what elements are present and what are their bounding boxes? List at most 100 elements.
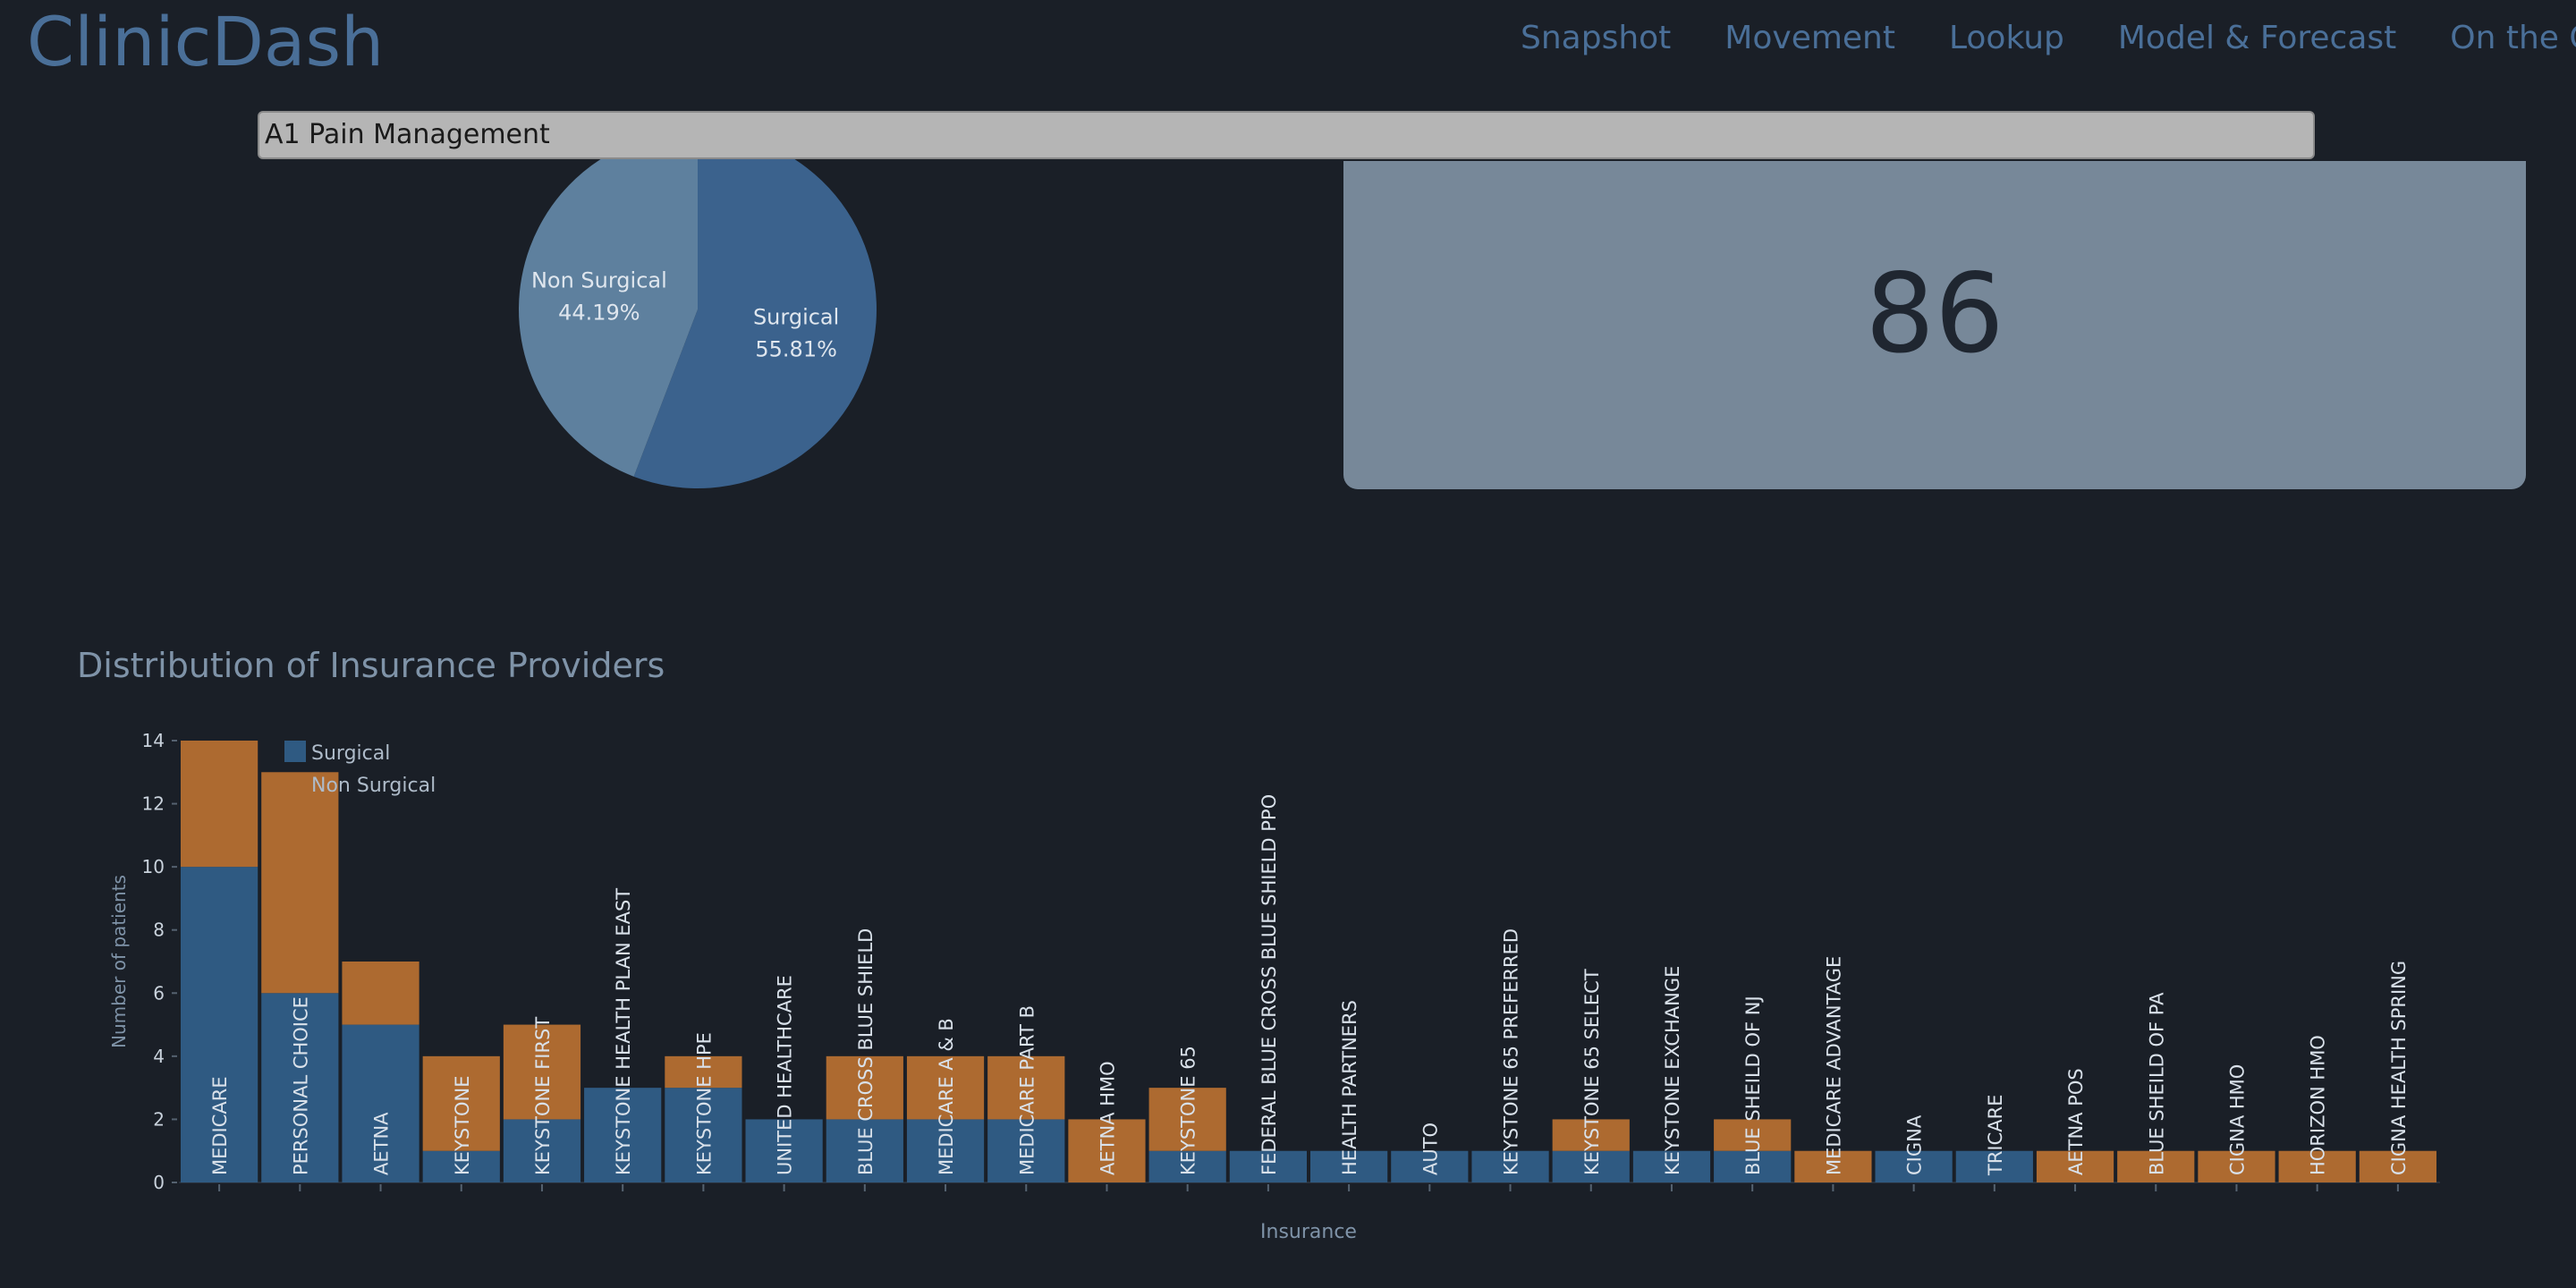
bar-surgical-personal-choice[interactable] bbox=[261, 993, 339, 1182]
bar-surgical-aetna[interactable] bbox=[342, 1024, 419, 1182]
category-label-aetna-hmo: AETNA HMO bbox=[1097, 1061, 1118, 1175]
patient-count-card: 86 bbox=[1343, 161, 2526, 489]
category-label-auto: AUTO bbox=[1419, 1123, 1441, 1175]
category-label-cigna-hmo: CIGNA HMO bbox=[2226, 1064, 2248, 1175]
bar-non-surgical-keystone[interactable] bbox=[422, 1055, 500, 1151]
bar-surgical-keystone-first[interactable] bbox=[503, 1119, 581, 1182]
bar-non-surgical-blue-cross-blue-shield[interactable] bbox=[826, 1055, 903, 1120]
category-label-keystone-hpe: KEYSTONE HPE bbox=[693, 1032, 715, 1175]
category-label-federal-blue-cross-blue-shield-ppo: FEDERAL BLUE CROSS BLUE SHIELD PPO bbox=[1258, 794, 1280, 1175]
category-label-keystone-health-plan-east: KEYSTONE HEALTH PLAN EAST bbox=[613, 888, 634, 1175]
insurance-bar-chart: 0 2 4 6 8 10 12 14 Number of patients Insurance ME… bbox=[108, 730, 2440, 1243]
legend-label-surgical[interactable]: Surgical bbox=[311, 742, 390, 765]
y-tick-label: 8 bbox=[153, 919, 165, 941]
patient-count-value: 86 bbox=[1865, 250, 2004, 377]
bar-surgical-keystone-exchange[interactable] bbox=[1632, 1150, 1711, 1182]
bar-surgical-health-partners[interactable] bbox=[1310, 1150, 1388, 1182]
bar-non-surgical-keystone-65[interactable] bbox=[1148, 1088, 1226, 1151]
y-tick-label: 2 bbox=[153, 1108, 165, 1130]
bar-non-surgical-cigna-hmo[interactable] bbox=[2198, 1150, 2275, 1182]
bar-non-surgical-blue-sheild-of-nj[interactable] bbox=[1714, 1119, 1792, 1151]
category-label-medicare: MEDICARE bbox=[209, 1076, 231, 1175]
category-label-medicare-part-b: MEDICARE PART B bbox=[1016, 1005, 1038, 1175]
bar-non-surgical-medicare-part-b[interactable] bbox=[987, 1055, 1065, 1120]
y-axis-title: Number of patients bbox=[108, 875, 130, 1048]
pie-percent-non-surgical: 44.19% bbox=[558, 301, 640, 326]
bar-surgical-cigna[interactable] bbox=[1875, 1150, 1953, 1182]
category-label-aetna: AETNA bbox=[371, 1112, 393, 1175]
app-title[interactable]: ClinicDash bbox=[27, 2, 385, 81]
bar-surgical-medicare[interactable] bbox=[181, 867, 258, 1182]
nav-model-forecast[interactable]: Model & Forecast bbox=[2117, 20, 2397, 56]
category-label-health-partners: HEALTH PARTNERS bbox=[1339, 1000, 1360, 1175]
bar-surgical-keystone-health-plan-east[interactable] bbox=[584, 1088, 662, 1182]
pie-label-surgical: Surgical bbox=[753, 304, 839, 329]
bar-surgical-keystone-hpe[interactable] bbox=[665, 1088, 742, 1182]
bar-surgical-blue-cross-blue-shield[interactable] bbox=[826, 1119, 903, 1182]
nav-on-the-go[interactable]: On the Go bbox=[2450, 20, 2576, 56]
category-label-keystone-65-preferred: KEYSTONE 65 PREFERRED bbox=[1501, 928, 1522, 1175]
bar-non-surgical-personal-choice[interactable] bbox=[261, 772, 339, 994]
chart-title: Distribution of Insurance Providers bbox=[77, 646, 665, 685]
pie-svg: Surgical 55.81% Non Surgical 44.19% bbox=[519, 131, 877, 489]
bar-surgical-united-healthcare[interactable] bbox=[745, 1119, 823, 1182]
bar-non-surgical-aetna[interactable] bbox=[342, 962, 419, 1025]
category-label-aetna-pos: AETNA POS bbox=[2065, 1068, 2087, 1175]
category-label-blue-cross-blue-shield: BLUE CROSS BLUE SHIELD bbox=[855, 928, 877, 1175]
bar-surgical-keystone-65-select[interactable] bbox=[1552, 1150, 1630, 1182]
pie-percent-surgical: 55.81% bbox=[755, 336, 837, 361]
nav-movement[interactable]: Movement bbox=[1724, 20, 1895, 56]
top-nav: Snapshot Movement Lookup Model & Forecas… bbox=[1521, 20, 2576, 56]
bar-surgical-keystone-65[interactable] bbox=[1148, 1150, 1226, 1182]
bar-surgical-medicare-a-b[interactable] bbox=[906, 1119, 985, 1182]
bar-non-surgical-medicare-a-b[interactable] bbox=[906, 1055, 985, 1120]
pie-slice-surgical[interactable] bbox=[633, 131, 877, 489]
pie-slice-non-surgical[interactable] bbox=[519, 131, 698, 477]
category-label-medicare-advantage: MEDICARE ADVANTAGE bbox=[1823, 956, 1844, 1175]
legend-label-non-surgical[interactable]: Non Surgical bbox=[311, 775, 436, 797]
bar-non-surgical-aetna-pos[interactable] bbox=[2036, 1150, 2114, 1182]
bar-surgical-federal-blue-cross-blue-shield-ppo[interactable] bbox=[1229, 1150, 1307, 1182]
bar-surgical-keystone[interactable] bbox=[422, 1150, 500, 1182]
bar-non-surgical-keystone-hpe[interactable] bbox=[665, 1055, 742, 1089]
legend-swatch-surgical[interactable] bbox=[284, 741, 306, 762]
category-label-keystone-first: KEYSTONE FIRST bbox=[532, 1017, 554, 1175]
category-label-horizon-hmo: HORIZON HMO bbox=[2308, 1035, 2329, 1175]
y-tick-label: 4 bbox=[153, 1046, 165, 1067]
category-label-blue-sheild-of-nj: BLUE SHEILD OF NJ bbox=[1742, 996, 1764, 1175]
bar-non-surgical-keystone-65-select[interactable] bbox=[1552, 1119, 1630, 1151]
bar-surgical-medicare-part-b[interactable] bbox=[987, 1119, 1065, 1182]
bar-non-surgical-cigna-health-spring[interactable] bbox=[2359, 1150, 2436, 1182]
category-label-keystone: KEYSTONE bbox=[452, 1075, 473, 1175]
x-axis-title: Insurance bbox=[1260, 1221, 1357, 1243]
y-tick-label: 0 bbox=[153, 1172, 165, 1193]
category-label-medicare-a-b: MEDICARE A & B bbox=[936, 1018, 957, 1175]
y-tick-label: 10 bbox=[142, 856, 165, 877]
bar-non-surgical-medicare[interactable] bbox=[181, 741, 258, 868]
bar-surgical-keystone-65-preferred[interactable] bbox=[1471, 1150, 1549, 1182]
clinic-select[interactable]: A1 Pain Management bbox=[258, 111, 2315, 159]
category-label-keystone-65: KEYSTONE 65 bbox=[1178, 1046, 1199, 1175]
bar-non-surgical-blue-sheild-of-pa[interactable] bbox=[2117, 1150, 2195, 1182]
bar-surgical-blue-sheild-of-nj[interactable] bbox=[1714, 1150, 1792, 1182]
category-label-united-healthcare: UNITED HEALTHCARE bbox=[775, 975, 796, 1175]
category-label-cigna: CIGNA bbox=[1904, 1114, 1926, 1175]
y-tick-label: 14 bbox=[142, 730, 165, 751]
bar-non-surgical-keystone-first[interactable] bbox=[503, 1024, 581, 1120]
category-label-keystone-exchange: KEYSTONE EXCHANGE bbox=[1662, 966, 1683, 1175]
nav-snapshot[interactable]: Snapshot bbox=[1521, 20, 1672, 56]
category-label-personal-choice: PERSONAL CHOICE bbox=[290, 996, 311, 1175]
bar-non-surgical-aetna-hmo[interactable] bbox=[1068, 1119, 1146, 1182]
pie-label-non-surgical: Non Surgical bbox=[531, 268, 667, 293]
bar-non-surgical-horizon-hmo[interactable] bbox=[2278, 1150, 2356, 1182]
bar-non-surgical-medicare-advantage[interactable] bbox=[1794, 1150, 1872, 1182]
y-tick-label: 12 bbox=[142, 793, 165, 815]
bar-surgical-tricare[interactable] bbox=[1955, 1150, 2033, 1182]
nav-lookup[interactable]: Lookup bbox=[1948, 20, 2064, 56]
category-label-blue-sheild-of-pa: BLUE SHEILD OF PA bbox=[2146, 992, 2167, 1175]
category-label-cigna-health-spring: CIGNA HEALTH SPRING bbox=[2388, 961, 2410, 1175]
category-label-tricare: TRICARE bbox=[1985, 1094, 2006, 1176]
y-tick-label: 6 bbox=[153, 982, 165, 1004]
category-label-keystone-65-select: KEYSTONE 65 SELECT bbox=[1581, 969, 1603, 1175]
bar-surgical-auto[interactable] bbox=[1391, 1150, 1469, 1182]
